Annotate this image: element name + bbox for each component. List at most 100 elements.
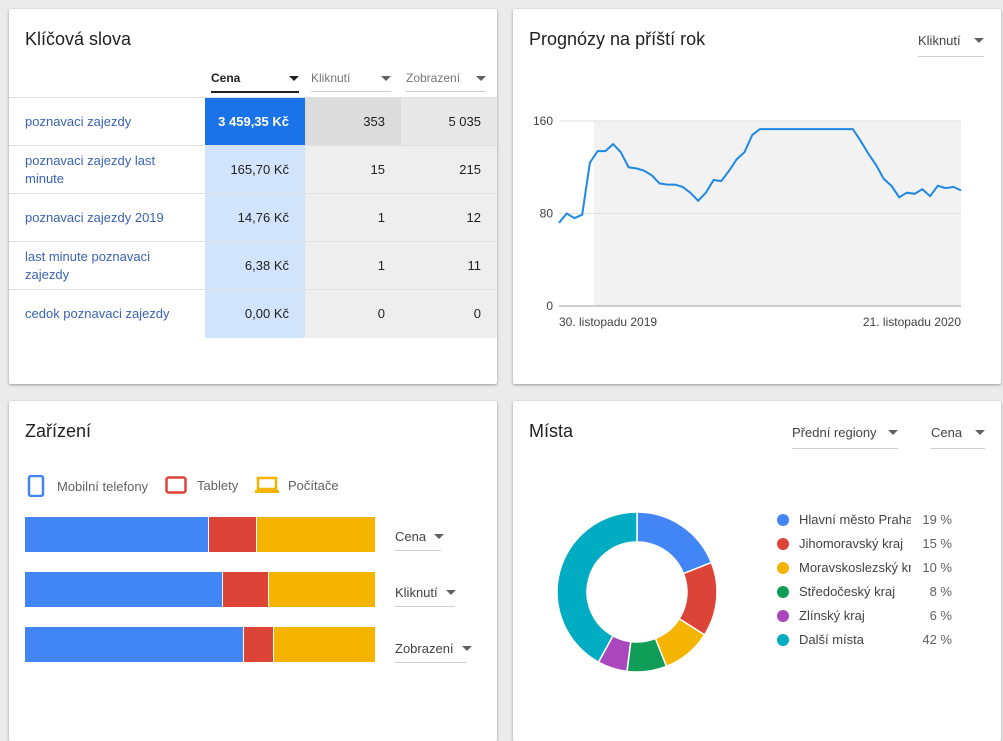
clicks-cell: 15 bbox=[370, 162, 385, 177]
devices-title: Zařízení bbox=[25, 421, 92, 441]
legend-dot-icon bbox=[777, 513, 789, 526]
chevron-down-icon bbox=[888, 430, 898, 435]
location-legend-item: Hlavní město Praha 19 % bbox=[777, 512, 952, 527]
legend-dot-icon bbox=[777, 585, 789, 598]
location-legend-item: Středočeský kraj 8 % bbox=[777, 584, 952, 599]
keyword-link[interactable]: poznavaci zajezdy last minute bbox=[25, 153, 156, 186]
clicks-cell: 353 bbox=[363, 114, 385, 129]
impressions-cell-bg bbox=[401, 98, 497, 146]
legend-dot-icon bbox=[777, 633, 789, 646]
impressions-cell-bg bbox=[401, 146, 497, 194]
devices-price-dropdown[interactable]: Cena bbox=[395, 529, 445, 551]
legend-dot-icon bbox=[777, 609, 789, 622]
forecast-card: Prognózy na příští rok Kliknutí 160 80 0 30… bbox=[513, 9, 1001, 384]
y-tick-label: 0 bbox=[546, 299, 553, 313]
locations-card: Místa Přední regiony Cena Hlavní město P… bbox=[513, 401, 1001, 741]
device-bar-row bbox=[25, 517, 375, 552]
keyword-link[interactable]: poznavaci zajezdy bbox=[25, 114, 132, 129]
phone-icon bbox=[27, 475, 45, 497]
clicks-cell-bg bbox=[305, 242, 401, 290]
column-header-clicks: Kliknutí bbox=[311, 71, 351, 85]
dropdown-label: Kliknutí bbox=[395, 585, 438, 600]
keyword-link[interactable]: cedok poznavaci zajezdy bbox=[25, 306, 170, 321]
sort-clicks-dropdown[interactable]: Kliknutí bbox=[311, 71, 391, 92]
chevron-down-icon bbox=[974, 38, 984, 43]
table-row: poznavaci zajezdy 3 459,35 Kč 353 5 035 bbox=[9, 97, 497, 146]
forecast-title: Prognózy na příští rok bbox=[529, 29, 706, 49]
location-name: Středočeský kraj bbox=[799, 584, 896, 599]
forecast-line-chart: 160 80 0 30. listopadu 2019 21. listopadu 20… bbox=[533, 114, 962, 329]
price-cell-bg bbox=[205, 146, 305, 194]
location-name: Hlavní město Praha bbox=[799, 512, 911, 527]
legend-label-desktop: Počítače bbox=[288, 477, 339, 493]
sort-impressions-dropdown[interactable]: Zobrazení bbox=[406, 71, 486, 92]
x-end-label: 21. listopadu 2020 bbox=[863, 315, 961, 329]
location-legend-item: Jihomoravský kraj 15 % bbox=[777, 536, 952, 551]
legend-label-tablet: Tablety bbox=[197, 477, 239, 493]
impressions-cell: 11 bbox=[467, 258, 482, 273]
clicks-cell: 1 bbox=[377, 258, 385, 273]
legend-dot-icon bbox=[777, 537, 789, 550]
impressions-cell: 12 bbox=[466, 210, 481, 225]
price-cell: 3 459,35 Kč bbox=[218, 114, 289, 129]
price-cell: 0,00 Kč bbox=[244, 306, 289, 321]
location-percent: 10 % bbox=[922, 560, 952, 575]
price-cell-bg bbox=[205, 98, 305, 146]
keyword-link[interactable]: last minute poznavaci zajezdy bbox=[25, 249, 151, 282]
y-tick-label: 160 bbox=[533, 114, 553, 128]
device-bar-segment bbox=[25, 517, 208, 552]
price-cell: 14,76 Kč bbox=[237, 210, 289, 225]
chevron-down-icon bbox=[445, 590, 456, 595]
legend-item-desktop: Počítače bbox=[255, 476, 339, 494]
forecast-metric-dropdown[interactable]: Kliknutí bbox=[918, 33, 984, 57]
location-percent: 42 % bbox=[922, 632, 952, 647]
location-percent: 6 % bbox=[929, 608, 952, 623]
device-bar-segment bbox=[255, 517, 375, 552]
clicks-cell: 1 bbox=[377, 210, 385, 225]
impressions-cell-bg bbox=[401, 290, 497, 338]
device-bar-segment bbox=[267, 572, 375, 607]
chevron-down-icon bbox=[381, 75, 391, 81]
locations-metric-label: Cena bbox=[931, 425, 963, 440]
forecast-series-line bbox=[558, 128, 962, 224]
chevron-down-icon bbox=[461, 646, 472, 651]
chevron-down-icon bbox=[476, 75, 486, 81]
device-bar-segment bbox=[207, 517, 256, 552]
chevron-down-icon bbox=[289, 75, 299, 81]
locations-filter-dropdown[interactable]: Přední regiony bbox=[792, 425, 898, 449]
price-cell: 6,38 Kč bbox=[244, 258, 289, 273]
location-percent: 15 % bbox=[922, 536, 952, 551]
impressions-cell: 0 bbox=[473, 306, 481, 321]
price-cell-bg bbox=[205, 242, 305, 290]
keywords-title: Klíčová slova bbox=[25, 29, 132, 49]
location-legend-item: Moravskoslezský kraj 10 % bbox=[777, 560, 952, 575]
devices-clicks-dropdown[interactable]: Kliknutí bbox=[395, 585, 456, 607]
device-bar-segment bbox=[25, 627, 243, 662]
keywords-card: Klíčová slova Cena Kliknutí Zobrazení po… bbox=[9, 9, 497, 384]
locations-filter-label: Přední regiony bbox=[792, 425, 877, 440]
location-name: Moravskoslezský kraj bbox=[799, 560, 911, 575]
locations-metric-dropdown[interactable]: Cena bbox=[931, 425, 985, 449]
impressions-cell: 5 035 bbox=[448, 114, 481, 129]
table-row: poznavaci zajezdy 2019 14,76 Kč 1 12 bbox=[9, 193, 497, 242]
sort-price-dropdown[interactable]: Cena bbox=[211, 71, 299, 93]
dropdown-label: Cena bbox=[395, 529, 427, 544]
device-bar-row bbox=[25, 627, 375, 662]
dropdown-label: Zobrazení bbox=[395, 641, 454, 656]
devices-card: Zařízení Mobilní telefony Tablety Počíta… bbox=[9, 401, 497, 741]
locations-donut-chart bbox=[556, 511, 718, 673]
device-bar-segment bbox=[25, 572, 222, 607]
clicks-cell-bg bbox=[305, 98, 401, 146]
x-start-label: 30. listopadu 2019 bbox=[559, 315, 657, 329]
devices-impressions-dropdown[interactable]: Zobrazení bbox=[395, 641, 472, 663]
table-row: cedok poznavaci zajezdy 0,00 Kč 0 0 bbox=[9, 289, 497, 338]
column-header-impressions: Zobrazení bbox=[406, 71, 461, 85]
clicks-cell-bg bbox=[305, 146, 401, 194]
location-percent: 19 % bbox=[922, 512, 952, 527]
impressions-cell: 215 bbox=[459, 162, 481, 177]
tablet-icon bbox=[165, 476, 187, 494]
device-bar-segment bbox=[242, 627, 274, 662]
y-tick-label: 80 bbox=[540, 207, 554, 221]
table-row: poznavaci zajezdy last minute 165,70 Kč 15… bbox=[9, 145, 497, 194]
keyword-link[interactable]: poznavaci zajezdy 2019 bbox=[25, 210, 164, 225]
